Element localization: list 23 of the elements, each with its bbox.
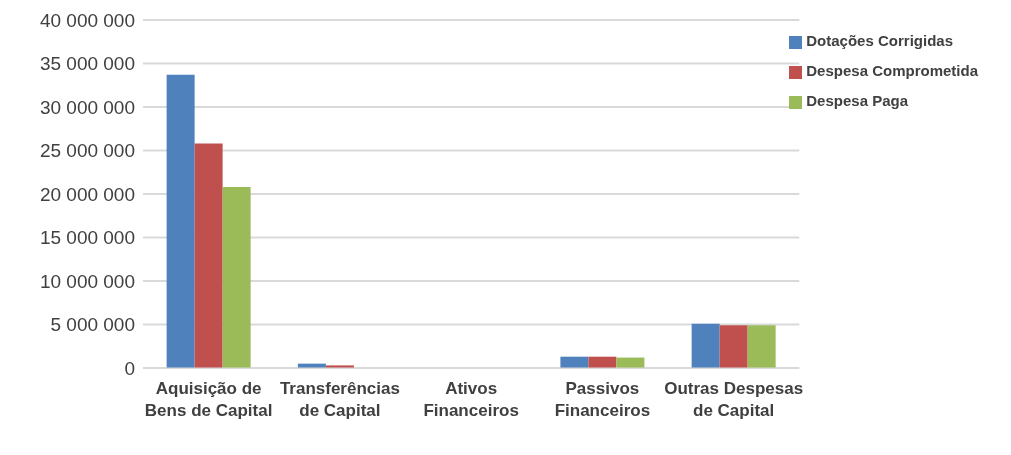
y-tick-label: 10 000 000: [39, 270, 135, 292]
x-tick-label: Aquisição de Bens de Capital: [144, 379, 273, 420]
x-tick-label: Transferências de Capital: [279, 379, 400, 420]
bar: [691, 323, 720, 368]
bar: [719, 325, 748, 368]
x-tick-label: Passivos Financeiros: [554, 379, 651, 420]
y-tick-label: 25 000 000: [39, 140, 135, 162]
bar: [194, 143, 223, 368]
legend-label: Despesa Comprometida: [806, 62, 978, 79]
y-tick-label: 35 000 000: [39, 53, 135, 75]
x-tick-label: Outras Despesas de Capital: [664, 379, 804, 420]
legend-label: Dotações Corrigidas: [806, 32, 953, 49]
y-tick-label: 15 000 000: [39, 227, 135, 249]
bar: [747, 325, 776, 368]
legend-label: Despesa Paga: [806, 92, 909, 109]
y-tick-label: 5 000 000: [50, 314, 135, 336]
y-tick-label: 20 000 000: [39, 183, 135, 205]
y-tick-label: 0: [124, 357, 135, 379]
x-tick-label: Ativos Financeiros: [423, 379, 519, 420]
y-tick-label: 40 000 000: [39, 9, 135, 31]
y-tick-label: 30 000 000: [39, 96, 135, 118]
bar: [166, 74, 195, 368]
bar: [222, 187, 251, 368]
